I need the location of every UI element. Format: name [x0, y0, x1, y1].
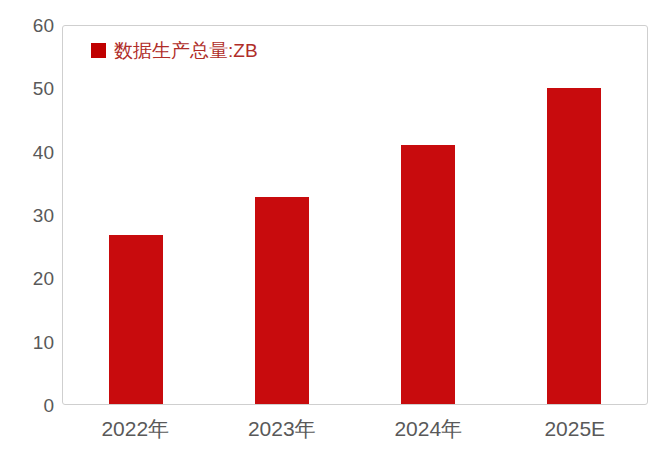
- bar-slot: [501, 26, 647, 404]
- legend-label: 数据生产总量:ZB: [114, 41, 258, 60]
- y-tick-label: 50: [33, 79, 54, 98]
- bars-container: [63, 26, 647, 404]
- x-axis: 2022年2023年2024年2025E: [62, 415, 648, 442]
- bar: [255, 197, 309, 404]
- x-tick-label: 2023年: [209, 415, 356, 442]
- plot-area: 数据生产总量:ZB: [62, 25, 648, 405]
- bar-slot: [355, 26, 501, 404]
- bar-slot: [209, 26, 355, 404]
- bar: [547, 88, 601, 404]
- y-tick-label: 40: [33, 142, 54, 161]
- chart-legend: 数据生产总量:ZB: [91, 41, 258, 60]
- y-axis: 0102030405060: [0, 25, 54, 405]
- y-tick-label: 60: [33, 16, 54, 35]
- x-tick-label: 2025E: [502, 415, 649, 442]
- bar-slot: [63, 26, 209, 404]
- y-tick-label: 10: [33, 332, 54, 351]
- bar: [109, 235, 163, 404]
- y-tick-label: 30: [33, 206, 54, 225]
- bar-chart: 0 10 20 30 40 50 60 数据生产总量:ZB 2022年2023年2024年2…: [0, 0, 660, 465]
- legend-swatch-icon: [91, 43, 106, 58]
- y-tick-label: 0: [43, 396, 54, 415]
- y-tick-label: 20: [33, 269, 54, 288]
- x-tick-label: 2024年: [355, 415, 502, 442]
- x-tick-label: 2022年: [62, 415, 209, 442]
- bar: [401, 145, 455, 404]
